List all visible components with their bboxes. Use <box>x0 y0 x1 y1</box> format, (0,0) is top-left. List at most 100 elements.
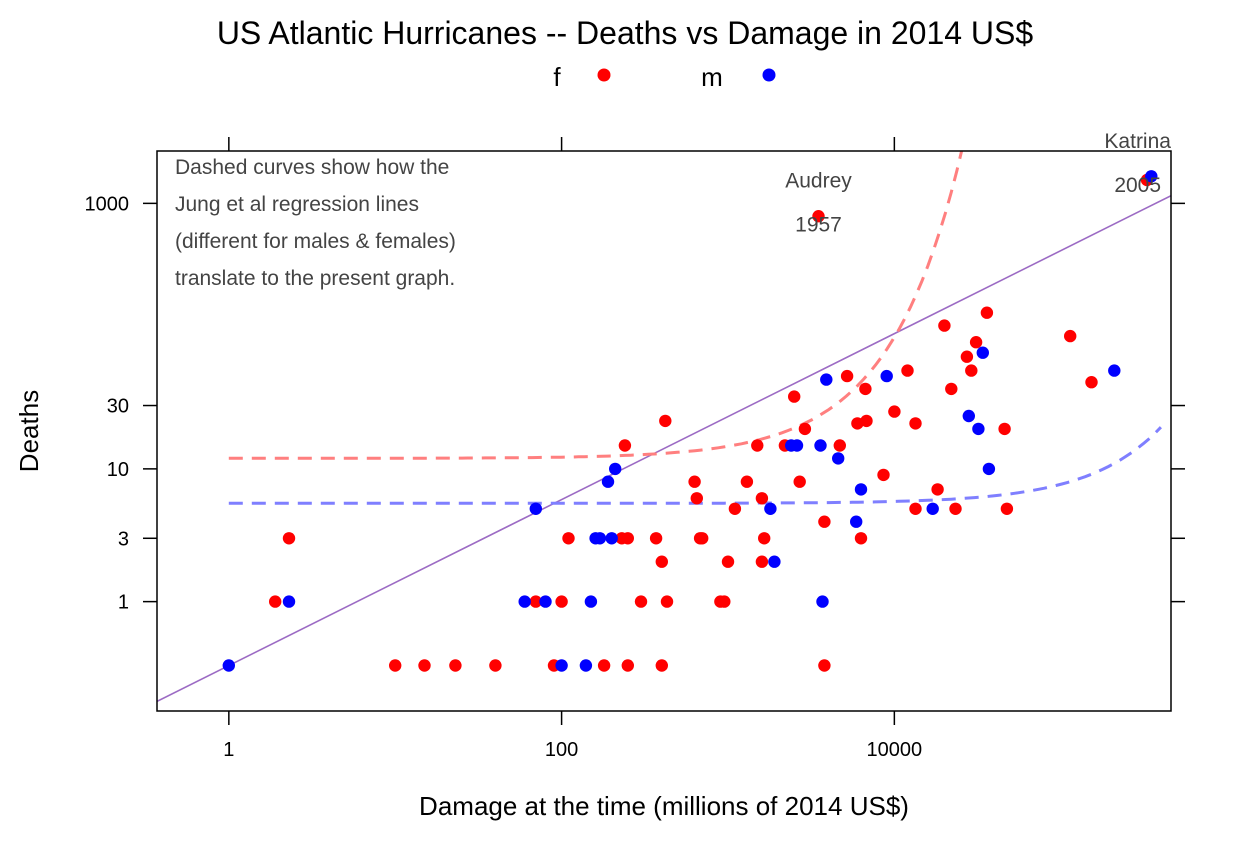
point-label: Audrey <box>785 170 852 193</box>
data-point-m-10 <box>609 462 622 476</box>
data-point-f-13 <box>618 439 632 452</box>
data-point-f-0 <box>269 595 282 608</box>
data-point-f-20 <box>660 595 674 608</box>
data-point-f-15 <box>634 595 648 608</box>
data-point-f-49 <box>901 364 914 377</box>
data-point-f-30 <box>751 439 764 452</box>
data-point-f-29 <box>740 475 754 488</box>
data-point-m-5 <box>555 659 568 672</box>
chart-title: US Atlantic Hurricanes -- Deaths vs Dama… <box>217 15 1034 51</box>
data-point-f-4 <box>449 659 462 672</box>
data-point-m-26 <box>972 422 985 436</box>
data-point-f-36 <box>788 390 801 403</box>
data-point-f-39 <box>833 439 846 452</box>
data-point-f-19 <box>659 414 672 428</box>
data-point-m-30 <box>1145 170 1158 183</box>
annotations: Dashed curves show how the Jung et al reg… <box>175 130 1171 290</box>
note-line: Dashed curves show how the <box>175 156 449 179</box>
data-point-m-29 <box>1108 364 1121 377</box>
data-point-f-22 <box>690 492 703 505</box>
plot-area <box>157 151 1171 703</box>
x-tick-label: 10000 <box>867 739 923 761</box>
data-point-m-16 <box>790 439 804 452</box>
data-point-f-21 <box>688 475 701 488</box>
data-point-f-61 <box>998 422 1011 436</box>
data-point-m-17 <box>814 439 827 452</box>
data-point-f-18 <box>655 555 668 568</box>
point-label: Katrina <box>1104 130 1171 153</box>
data-point-m-19 <box>816 595 829 608</box>
data-point-f-46 <box>860 414 873 428</box>
data-point-m-23 <box>880 369 893 383</box>
legend-marker-f <box>597 68 611 82</box>
y-tick-label: 1 <box>118 592 129 614</box>
data-point-m-6 <box>579 659 593 672</box>
axis-ticks: 1 100 10000 1 3 10 30 1000 <box>85 137 1185 761</box>
reference-line <box>157 194 1171 703</box>
data-point-m-11 <box>605 532 618 545</box>
y-tick-label: 10 <box>107 459 129 481</box>
data-point-f-10 <box>597 659 611 672</box>
y-tick-label: 1000 <box>85 193 130 215</box>
data-point-m-0 <box>222 659 235 672</box>
data-point-f-60 <box>1000 502 1014 515</box>
data-point-f-17 <box>655 659 668 672</box>
data-point-f-8 <box>489 659 502 672</box>
data-point-f-3 <box>418 659 431 672</box>
x-axis-label: Damage at the time (millions of 2014 US$… <box>419 791 909 821</box>
data-point-f-40 <box>812 210 825 223</box>
data-point-f-27 <box>721 555 735 568</box>
data-point-m-28 <box>982 462 996 476</box>
note-line: (different for males & females) <box>175 230 456 253</box>
data-point-f-31 <box>755 492 769 505</box>
data-point-f-54 <box>931 483 944 496</box>
x-tick-label: 1 <box>223 739 234 761</box>
data-point-f-55 <box>949 502 962 515</box>
data-point-f-59 <box>980 306 994 319</box>
data-point-f-45 <box>859 382 872 396</box>
data-point-f-42 <box>840 369 854 383</box>
data-point-m-25 <box>962 409 975 423</box>
fit-curve-m <box>228 426 1162 505</box>
data-point-f-56 <box>960 350 974 363</box>
x-tick-label: 100 <box>545 739 578 761</box>
legend-marker-m <box>762 68 776 82</box>
data-point-f-47 <box>877 468 890 482</box>
data-point-f-2 <box>389 659 402 672</box>
data-point-f-14 <box>621 532 634 545</box>
data-point-f-32 <box>755 555 769 568</box>
data-point-m-20 <box>832 452 845 465</box>
legend: f m <box>553 62 776 92</box>
data-point-m-14 <box>764 502 777 515</box>
data-point-f-51 <box>909 417 922 430</box>
data-point-f-38 <box>798 422 812 436</box>
data-point-f-53 <box>945 382 958 396</box>
data-point-f-34 <box>818 659 831 672</box>
data-point-m-9 <box>601 475 615 488</box>
note-line: translate to the present graph. <box>175 267 455 290</box>
data-point-f-26 <box>718 595 731 608</box>
data-point-f-37 <box>793 475 806 488</box>
data-point-m-27 <box>976 346 989 359</box>
data-point-f-43 <box>854 532 868 545</box>
data-point-m-24 <box>926 502 939 515</box>
data-point-f-28 <box>728 502 742 515</box>
plot-frame <box>156 150 1172 712</box>
data-point-m-1 <box>282 595 296 608</box>
data-point-f-1 <box>282 532 296 545</box>
data-point-f-57 <box>965 364 978 377</box>
legend-label-m: m <box>701 62 723 92</box>
data-point-m-18 <box>820 373 833 386</box>
fit-curve-f <box>228 151 964 460</box>
data-point-m-12 <box>584 595 598 608</box>
data-point-f-33 <box>758 532 771 545</box>
y-tick-label: 3 <box>118 528 129 550</box>
data-point-f-48 <box>888 405 901 418</box>
data-point-m-13 <box>768 555 781 568</box>
data-point-m-4 <box>539 595 552 608</box>
data-point-f-62 <box>1064 329 1077 343</box>
y-axis-label: Deaths <box>14 390 44 472</box>
data-point-m-22 <box>854 483 868 496</box>
data-point-f-24 <box>696 532 709 545</box>
